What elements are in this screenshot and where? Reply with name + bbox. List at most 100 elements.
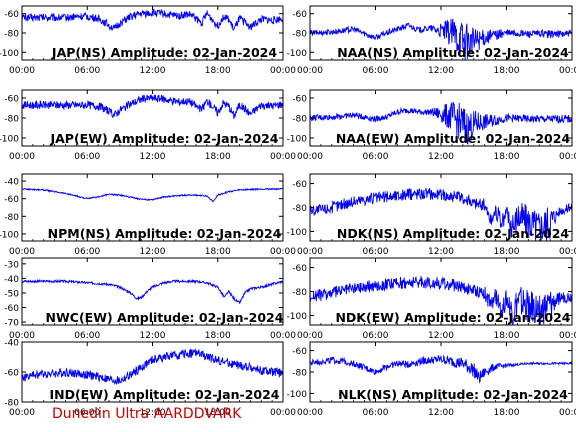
x-tick-label: 06:00 bbox=[363, 408, 389, 418]
x-tick-label: 00:00 bbox=[559, 331, 576, 341]
y-tick-label: -80 bbox=[4, 399, 19, 409]
y-tick-label: -80 bbox=[4, 115, 19, 125]
series-trace bbox=[22, 278, 283, 305]
chart-panel-8: -60 -80 -100 00:00 06:00 12:00 18:00 00:00 NDK(E… bbox=[287, 257, 576, 341]
y-tick-label: -60 bbox=[292, 264, 307, 274]
chart-panel-2: -60 -80 -100 00:00 06:00 12:00 18:00 00:00 NAA(N… bbox=[287, 5, 576, 76]
panel-title: NLK(NS) Amplitude: 02-Jan-2024 bbox=[338, 387, 568, 402]
x-tick-label: 12:00 bbox=[140, 331, 166, 341]
y-tick-label: -100 bbox=[0, 49, 19, 59]
x-tick-label: 12:00 bbox=[428, 152, 454, 162]
x-tick-label: 06:00 bbox=[363, 331, 389, 341]
x-tick-label: 00:00 bbox=[9, 247, 35, 257]
x-tick-label: 06:00 bbox=[74, 66, 100, 76]
x-tick-label: 06:00 bbox=[363, 247, 389, 257]
x-tick-label: 06:00 bbox=[74, 247, 100, 257]
x-tick-label: 00:00 bbox=[297, 247, 323, 257]
panel-title: JAP(NS) Amplitude: 02-Jan-2024 bbox=[51, 45, 277, 60]
y-tick-label: -60 bbox=[292, 347, 307, 357]
series-trace bbox=[22, 187, 283, 203]
footer-credit: Dunedin Ultra AARDDVARK bbox=[52, 406, 242, 422]
panel-title: IND(EW) Amplitude: 02-Jan-2024 bbox=[49, 387, 279, 402]
x-tick-label: 06:00 bbox=[363, 66, 389, 76]
x-tick-label: 00:00 bbox=[270, 408, 296, 418]
series-trace bbox=[22, 348, 283, 386]
x-tick-label: 12:00 bbox=[140, 408, 166, 418]
chart-panel-4: -60 -80 -100 00:00 06:00 12:00 18:00 00:00 NAA(E… bbox=[287, 89, 576, 162]
panel-title: NDK(NS) Amplitude: 02-Jan-2024 bbox=[337, 226, 569, 241]
x-tick-label: 12:00 bbox=[428, 247, 454, 257]
x-tick-label: 06:00 bbox=[74, 152, 100, 162]
x-tick-label: 18:00 bbox=[205, 152, 231, 162]
panel-title: NWC(EW) Amplitude: 02-Jan-2024 bbox=[46, 310, 284, 325]
y-tick-label: -80 bbox=[292, 369, 307, 379]
x-tick-label: 00:00 bbox=[559, 152, 576, 162]
panel-title: NAA(EW) Amplitude: 02-Jan-2024 bbox=[336, 131, 571, 146]
y-tick-label: -30 bbox=[4, 260, 19, 270]
series-trace bbox=[22, 8, 283, 31]
y-tick-label: -60 bbox=[4, 304, 19, 314]
chart-panel-5: -40 -60 -80 -100 00:00 06:00 12:00 18:00 00:00 NP… bbox=[0, 173, 296, 257]
x-tick-label: 18:00 bbox=[494, 408, 520, 418]
chart-panel-10: -60 -80 -100 00:00 06:00 12:00 18:00 00:00 NLK(N… bbox=[287, 341, 576, 418]
x-tick-label: 00:00 bbox=[9, 66, 35, 76]
y-tick-label: -60 bbox=[4, 369, 19, 379]
x-tick-label: 18:00 bbox=[205, 331, 231, 341]
y-tick-label: -100 bbox=[287, 135, 308, 145]
y-tick-label: -40 bbox=[4, 178, 19, 188]
x-tick-label: 12:00 bbox=[428, 66, 454, 76]
y-tick-label: -60 bbox=[4, 10, 19, 20]
x-tick-label: 06:00 bbox=[74, 408, 100, 418]
y-tick-label: -80 bbox=[292, 204, 307, 214]
x-tick-label: 00:00 bbox=[559, 408, 576, 418]
x-tick-label: 18:00 bbox=[494, 152, 520, 162]
y-tick-label: -40 bbox=[4, 275, 19, 285]
x-tick-label: 12:00 bbox=[140, 66, 166, 76]
x-tick-label: 06:00 bbox=[363, 152, 389, 162]
x-tick-label: 06:00 bbox=[74, 331, 100, 341]
y-tick-label: -60 bbox=[4, 95, 19, 105]
x-tick-label: 18:00 bbox=[205, 408, 231, 418]
y-tick-label: -50 bbox=[4, 289, 19, 299]
x-tick-label: 12:00 bbox=[428, 408, 454, 418]
y-tick-label: -100 bbox=[287, 390, 308, 400]
y-tick-label: -80 bbox=[4, 30, 19, 40]
x-tick-label: 12:00 bbox=[428, 331, 454, 341]
panel-title: NAA(NS) Amplitude: 02-Jan-2024 bbox=[337, 45, 569, 60]
x-tick-label: 00:00 bbox=[297, 152, 323, 162]
y-tick-label: -100 bbox=[0, 230, 19, 240]
x-tick-label: 00:00 bbox=[559, 247, 576, 257]
y-tick-label: -70 bbox=[4, 319, 19, 329]
x-tick-label: 00:00 bbox=[270, 247, 296, 257]
x-tick-label: 00:00 bbox=[559, 66, 576, 76]
y-tick-label: -100 bbox=[287, 49, 308, 59]
y-tick-label: -80 bbox=[4, 213, 19, 223]
panel-title: JAP(EW) Amplitude: 02-Jan-2024 bbox=[49, 131, 278, 146]
x-tick-label: 12:00 bbox=[140, 247, 166, 257]
panel-title: NDK(EW) Amplitude: 02-Jan-2024 bbox=[335, 310, 570, 325]
y-tick-label: -60 bbox=[4, 195, 19, 205]
y-tick-label: -60 bbox=[292, 180, 307, 190]
series-trace bbox=[22, 94, 283, 119]
x-tick-label: 00:00 bbox=[9, 408, 35, 418]
x-tick-label: 00:00 bbox=[270, 152, 296, 162]
y-tick-label: -100 bbox=[287, 228, 308, 238]
panel-title: NPM(NS) Amplitude: 02-Jan-2024 bbox=[48, 226, 282, 241]
x-tick-label: 18:00 bbox=[494, 331, 520, 341]
series-trace bbox=[310, 187, 572, 241]
x-tick-label: 00:00 bbox=[270, 331, 296, 341]
x-tick-label: 00:00 bbox=[9, 331, 35, 341]
x-tick-label: 18:00 bbox=[494, 247, 520, 257]
x-tick-label: 00:00 bbox=[297, 408, 323, 418]
series-trace bbox=[310, 275, 572, 325]
x-tick-label: 00:00 bbox=[270, 66, 296, 76]
y-tick-label: -80 bbox=[292, 288, 307, 298]
chart-panel-6: -60 -80 -100 00:00 06:00 12:00 18:00 00:00 NDK(N… bbox=[287, 173, 576, 257]
y-tick-label: -40 bbox=[4, 339, 19, 349]
y-tick-label: -80 bbox=[292, 115, 307, 125]
x-tick-label: 00:00 bbox=[297, 331, 323, 341]
x-tick-label: 18:00 bbox=[205, 247, 231, 257]
y-tick-label: -100 bbox=[0, 135, 19, 145]
